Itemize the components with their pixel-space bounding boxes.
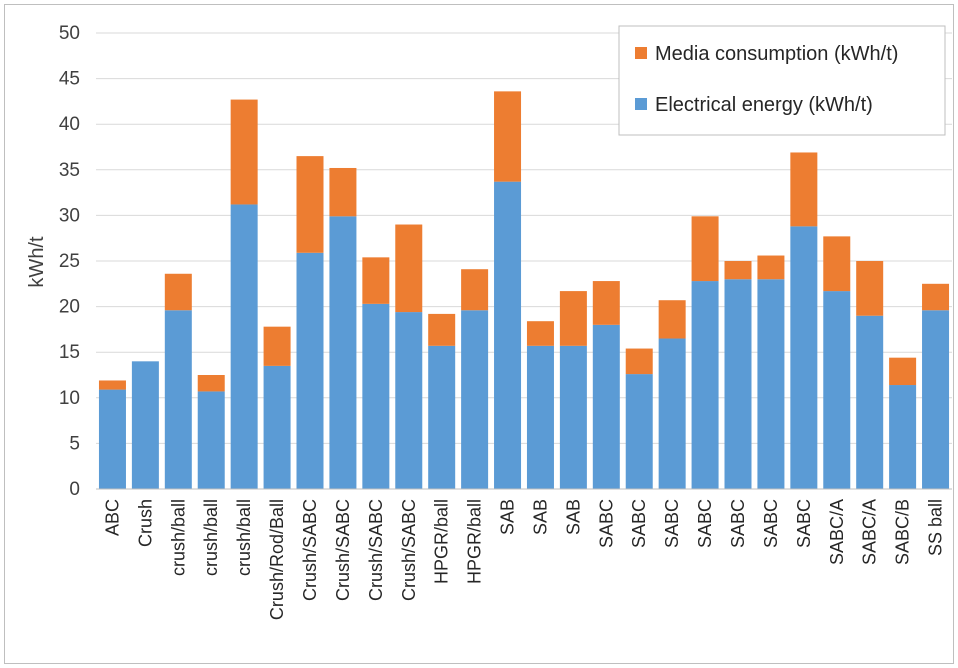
bar-electrical-energy [494, 181, 522, 489]
y-tick-label: 15 [59, 342, 80, 363]
bar-electrical-energy [131, 361, 159, 489]
bar-media-consumption [790, 152, 818, 227]
x-tick-label: Crush/SABC [333, 499, 353, 601]
bar-media-consumption [823, 236, 851, 292]
x-tick-label: SABC/A [860, 499, 880, 565]
bar-media-consumption [329, 167, 357, 217]
bar-electrical-energy [164, 310, 192, 489]
y-tick-label: 25 [59, 251, 80, 272]
bar-media-consumption [296, 156, 324, 253]
x-tick-label: SABC [662, 499, 682, 548]
bar-media-consumption [230, 99, 258, 205]
x-tick-label: Crush/Rod/Ball [267, 499, 287, 620]
bar-media-consumption [922, 283, 950, 311]
y-axis-label: kWh/t [26, 236, 48, 288]
bar-electrical-energy [296, 252, 324, 489]
x-tick-label: SABC [596, 499, 616, 548]
bar-electrical-energy [592, 324, 620, 489]
x-tick-label: SAB [530, 499, 550, 535]
x-tick-label: ABC [102, 499, 122, 536]
bar-electrical-energy [263, 365, 291, 489]
bar-electrical-energy [428, 345, 456, 489]
y-tick-label: 20 [59, 297, 80, 318]
legend-label: Media consumption (kWh/t) [655, 43, 898, 65]
x-tick-label: Crush [135, 499, 155, 547]
y-tick-label: 10 [59, 388, 80, 409]
bar-media-consumption [428, 313, 456, 346]
bar-media-consumption [98, 380, 126, 390]
bar-electrical-energy [559, 345, 587, 489]
x-tick-label: crush/ball [234, 499, 254, 576]
x-tick-label: SAB [498, 499, 518, 535]
bar-media-consumption [691, 216, 719, 282]
bar-electrical-energy [395, 312, 423, 489]
bar-media-consumption [263, 326, 291, 366]
bar-electrical-energy [329, 216, 357, 489]
legend-swatch [635, 98, 647, 110]
bar-electrical-energy [823, 291, 851, 489]
x-tick-label: Crush/SABC [399, 499, 419, 601]
legend-swatch [635, 47, 647, 59]
x-tick-label: HPGR/ball [432, 499, 452, 584]
bar-media-consumption [757, 255, 785, 280]
bar-electrical-energy [856, 315, 884, 489]
bar-media-consumption [559, 291, 587, 346]
y-tick-label: 5 [69, 433, 80, 454]
bar-electrical-energy [461, 310, 489, 489]
legend-box [618, 25, 946, 136]
bar-media-consumption [658, 300, 686, 339]
y-tick-label: 40 [59, 114, 80, 135]
bar-media-consumption [461, 269, 489, 311]
bar-media-consumption [625, 348, 653, 375]
bar-electrical-energy [98, 389, 126, 489]
legend: Media consumption (kWh/t) Electrical ener… [618, 25, 946, 136]
x-tick-label: Crush/SABC [300, 499, 320, 601]
bar-electrical-energy [790, 226, 818, 489]
bar-electrical-energy [658, 338, 686, 489]
bar-media-consumption [889, 357, 917, 386]
x-tick-label: crush/ball [168, 499, 188, 576]
y-tick-label: 50 [59, 23, 80, 44]
y-tick-label: 45 [59, 69, 80, 90]
bar-electrical-energy [724, 279, 752, 489]
x-tick-label: SABC [629, 499, 649, 548]
x-tick-label: SABC [728, 499, 748, 548]
bar-media-consumption [856, 261, 884, 316]
bar-electrical-energy [889, 385, 917, 489]
x-tick-label: crush/ball [201, 499, 221, 576]
x-tick-label: SABC [794, 499, 814, 548]
x-tick-labels: ABC Crush crush/ball crush/ball crush/ball Cr… [102, 499, 945, 620]
bar-electrical-energy [230, 204, 258, 489]
bar-media-consumption [395, 224, 423, 313]
bar-media-consumption [197, 375, 225, 392]
bar-electrical-energy [625, 374, 653, 489]
bar-media-consumption [494, 91, 522, 182]
bar-media-consumption [362, 257, 390, 304]
y-tick-label: 35 [59, 160, 80, 181]
x-tick-label: SABC/A [827, 499, 847, 565]
bar-electrical-energy [757, 279, 785, 489]
legend-label: Electrical energy (kWh/t) [655, 94, 873, 116]
x-tick-label: SS ball [926, 499, 946, 556]
bar-media-consumption [164, 273, 192, 311]
bar-electrical-energy [362, 303, 390, 489]
x-tick-label: Crush/SABC [366, 499, 386, 601]
bar-electrical-energy [526, 345, 554, 489]
bar-electrical-energy [197, 391, 225, 489]
x-tick-label: SABC [695, 499, 715, 548]
y-tick-labels: 0 5 10 15 20 25 30 35 40 45 50 [59, 23, 80, 500]
bar-media-consumption [526, 321, 554, 346]
bar-electrical-energy [691, 281, 719, 489]
x-tick-label: HPGR/ball [465, 499, 485, 584]
y-tick-label: 0 [69, 479, 80, 500]
y-tick-label: 30 [59, 205, 80, 226]
bar-electrical-energy [922, 310, 950, 489]
bars [96, 91, 952, 490]
x-tick-label: SABC [761, 499, 781, 548]
bar-media-consumption [724, 261, 752, 280]
x-tick-label: SABC/B [893, 499, 913, 565]
x-tick-label: SAB [563, 499, 583, 535]
bar-media-consumption [592, 281, 620, 325]
